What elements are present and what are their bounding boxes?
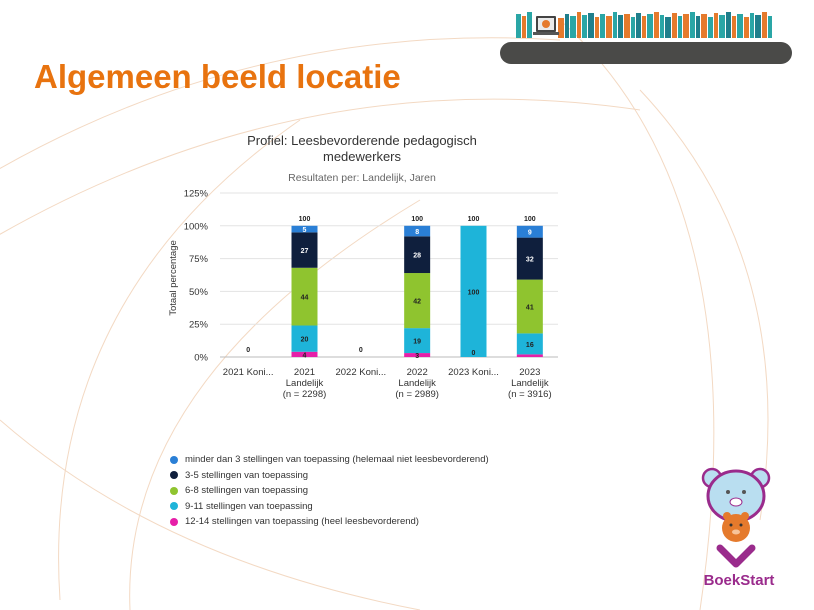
legend-item: minder dan 3 stellingen van toepassing (…: [170, 452, 489, 467]
legend-label: 6-8 stellingen van toepassing: [185, 485, 309, 496]
y-tick-label: 100%: [184, 221, 209, 232]
bookshelf-illustration: [500, 12, 792, 64]
data-label: 4: [303, 352, 307, 359]
legend-item: 9-11 stellingen van toepassing: [170, 499, 489, 514]
total-label: 0: [359, 347, 363, 354]
data-label: 16: [526, 342, 534, 349]
total-label: 100: [411, 216, 423, 223]
total-label: 100: [524, 216, 536, 223]
data-label: 9: [528, 230, 532, 237]
legend-item: 6-8 stellingen van toepassing: [170, 483, 489, 498]
y-tick-label: 50%: [189, 287, 209, 298]
boekstart-logo-icon: [701, 467, 771, 568]
x-tick-label: 2021: [294, 367, 315, 378]
legend-label: 9-11 stellingen van toepassing: [185, 500, 313, 512]
legend-label: 12-14 stellingen van toepassing (heel le…: [185, 516, 419, 527]
x-tick-label: (n = 2989): [395, 389, 439, 400]
y-tick-label: 0%: [194, 353, 208, 364]
x-tick-label: (n = 3916): [508, 389, 552, 400]
y-tick-label: 75%: [189, 254, 209, 265]
bar-segment: [291, 351, 318, 357]
data-label: 20: [301, 337, 309, 344]
laptop-icon: [533, 16, 559, 35]
books-row: [516, 12, 772, 38]
x-tick-label: Landelijk: [398, 378, 436, 389]
data-label: 3: [415, 353, 419, 360]
y-tick-label: 125%: [184, 189, 209, 200]
bar-segment: [460, 225, 487, 357]
x-tick-label: 2022 Koni...: [335, 367, 386, 378]
chart-title-line-1: Profiel: Leesbevorderende pedagogisch: [247, 133, 477, 148]
x-tick-label: (n = 2298): [283, 389, 327, 400]
brand-name: BoekStart: [703, 572, 775, 589]
total-label: 100: [299, 216, 311, 223]
y-tick-label: 25%: [189, 320, 209, 331]
bar-segment: [291, 325, 318, 352]
bar-segment: [404, 236, 431, 274]
x-tick-label: Landelijk: [286, 378, 324, 389]
legend-marker: [170, 455, 178, 464]
chart-title-line-2: medewerkers: [323, 149, 402, 164]
bar-segment: [291, 267, 318, 326]
data-label: 32: [526, 257, 534, 264]
y-tick-labels: 0% 25% 50% 75% 100% 125%: [184, 189, 209, 364]
data-label: 41: [526, 304, 534, 311]
legend-marker: [170, 517, 178, 526]
legend-item: 3-5 stellingen van toepassing: [170, 468, 489, 483]
bar-segment: [404, 328, 431, 354]
data-label: 28: [413, 253, 421, 260]
total-label: 100: [468, 216, 480, 223]
bar-segment: [291, 232, 318, 268]
x-tick-label: Landelijk: [511, 378, 549, 389]
data-labels: 0 4 20 44 27 5 100 0 3 19 42 28 8 100 0 100 100 16 41 32 9 10…: [246, 216, 536, 360]
legend-label: 3-5 stellingen van toepassing: [185, 469, 309, 481]
bar-segment: [516, 333, 543, 355]
bar-segment: [291, 225, 318, 233]
legend-marker: [170, 486, 178, 495]
bar-segment: [516, 237, 543, 280]
bar-segment: [404, 273, 431, 329]
slide-title: Algemeen beeld locatie: [34, 58, 401, 95]
legend-label: minder dan 3 stellingen van toepassing (…: [185, 454, 489, 465]
data-label: 8: [415, 229, 419, 236]
x-tick-label: 2023: [519, 367, 540, 378]
x-tick-label: 2023 Koni...: [448, 367, 499, 378]
bar-segment: [516, 279, 543, 334]
x-tick-label: 2021 Koni...: [223, 367, 274, 378]
data-label: 5: [303, 227, 307, 234]
bar-segment: [516, 225, 543, 238]
legend-marker: [170, 502, 178, 510]
bar-segment: [404, 353, 431, 357]
bar-segment: [516, 354, 543, 357]
legend-marker: [170, 471, 178, 479]
data-label: 100: [468, 289, 480, 296]
data-label: 27: [301, 248, 309, 255]
data-label: 44: [301, 295, 309, 302]
chart-legend: minder dan 3 stellingen van toepassing (…: [170, 452, 489, 530]
total-label: 0: [246, 347, 250, 354]
legend-item: 12-14 stellingen van toepassing (heel le…: [170, 514, 489, 529]
chart-subtitle: Resultaten per: Landelijk, Jaren: [288, 172, 436, 184]
data-label: 42: [413, 299, 421, 306]
grid-lines: [220, 192, 558, 358]
chart: Profiel: Leesbevorderende pedagogisch me…: [168, 133, 558, 400]
shelf-board: [500, 42, 792, 64]
y-axis-label: Totaal percentage: [168, 240, 179, 316]
x-tick-label: 2022: [407, 367, 428, 378]
data-label: 0: [472, 350, 476, 357]
data-label: 19: [413, 339, 421, 346]
bars: [291, 225, 543, 357]
bar-segment: [404, 225, 431, 237]
